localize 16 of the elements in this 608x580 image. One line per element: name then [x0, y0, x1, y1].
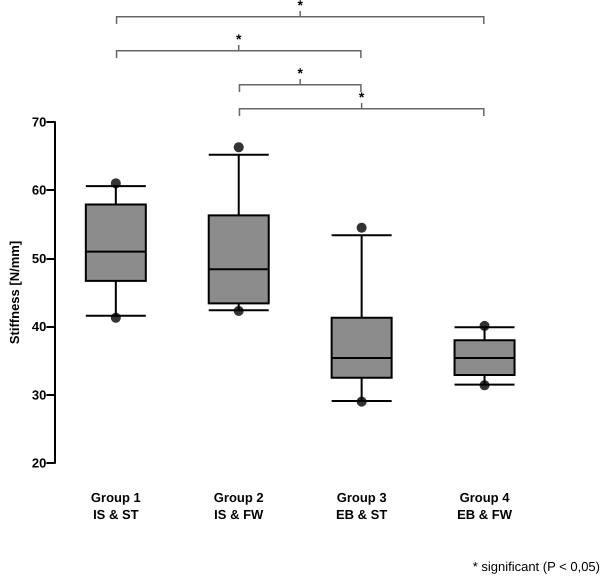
y-axis-title: Stiffness [N/mm]	[7, 240, 22, 344]
significance-bracket: *	[116, 31, 362, 58]
y-tick-label: 40	[32, 319, 46, 334]
y-tick-label: 20	[32, 456, 46, 470]
y-tick-label: 50	[32, 250, 46, 266]
y-tick-label: 70	[32, 114, 46, 130]
x-tick-label: Group 1 IS & ST	[90, 490, 141, 522]
y-tick-label: 30	[32, 387, 46, 402]
significance-bracket: *	[116, 0, 485, 24]
x-tick-label: Group 3 EB & ST	[336, 490, 388, 522]
y-tick-label: 60	[32, 182, 46, 198]
x-tick-label: Group 4 EB & FW	[457, 490, 513, 522]
significance-bracket: *	[238, 89, 485, 116]
significance-bracket: *	[238, 65, 362, 92]
text: * significant (P < 0,05)	[472, 559, 600, 574]
x-tick-label: Group 2 IS & FW	[214, 490, 264, 522]
